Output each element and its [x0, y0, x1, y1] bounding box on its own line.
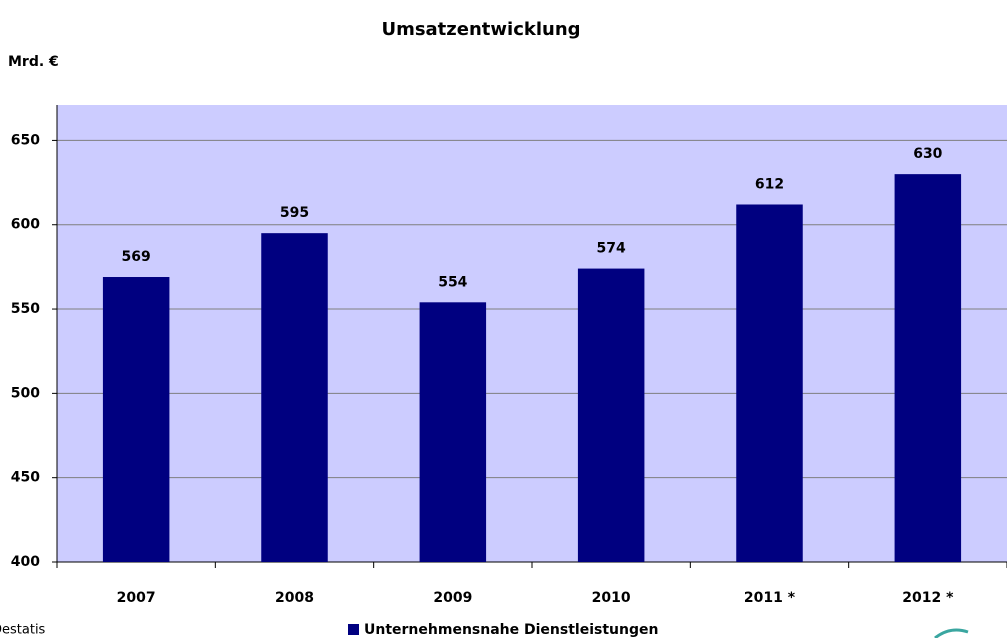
y-tick-label: 500 — [11, 385, 40, 401]
plot-area — [57, 105, 1007, 562]
data-label: 595 — [280, 205, 309, 221]
bar — [102, 277, 170, 562]
bar — [894, 174, 962, 562]
data-label: 630 — [913, 146, 942, 162]
y-tick-label: 550 — [11, 301, 40, 317]
x-tick-label: 2011 * — [744, 590, 796, 606]
y-tick-label: 600 — [11, 217, 40, 233]
x-tick-label: 2008 — [275, 590, 314, 606]
data-label: 612 — [755, 176, 784, 192]
chart-title: Umsatzentwicklung — [381, 19, 580, 40]
y-axis-label: Mrd. € — [8, 54, 59, 70]
bar — [577, 268, 645, 562]
y-tick-label: 400 — [11, 554, 40, 570]
logo-fragment — [934, 628, 969, 638]
bar — [261, 233, 328, 563]
legend-swatch — [348, 624, 359, 635]
legend-label: Unternehmensnahe Dienstleistungen — [364, 622, 658, 638]
x-tick-label: 2009 — [433, 590, 472, 606]
data-label: 569 — [122, 249, 151, 265]
data-label: 554 — [438, 274, 467, 290]
y-tick-label: 650 — [11, 132, 40, 148]
y-tick-label: 450 — [11, 470, 40, 486]
data-label: 574 — [597, 241, 626, 257]
x-tick-label: 2010 — [592, 590, 631, 606]
x-tick-label: 2012 * — [902, 590, 954, 606]
source-note: Destatis — [0, 623, 46, 638]
x-tick-label: 2007 — [117, 590, 156, 606]
bar — [419, 302, 487, 562]
bar — [736, 204, 803, 563]
